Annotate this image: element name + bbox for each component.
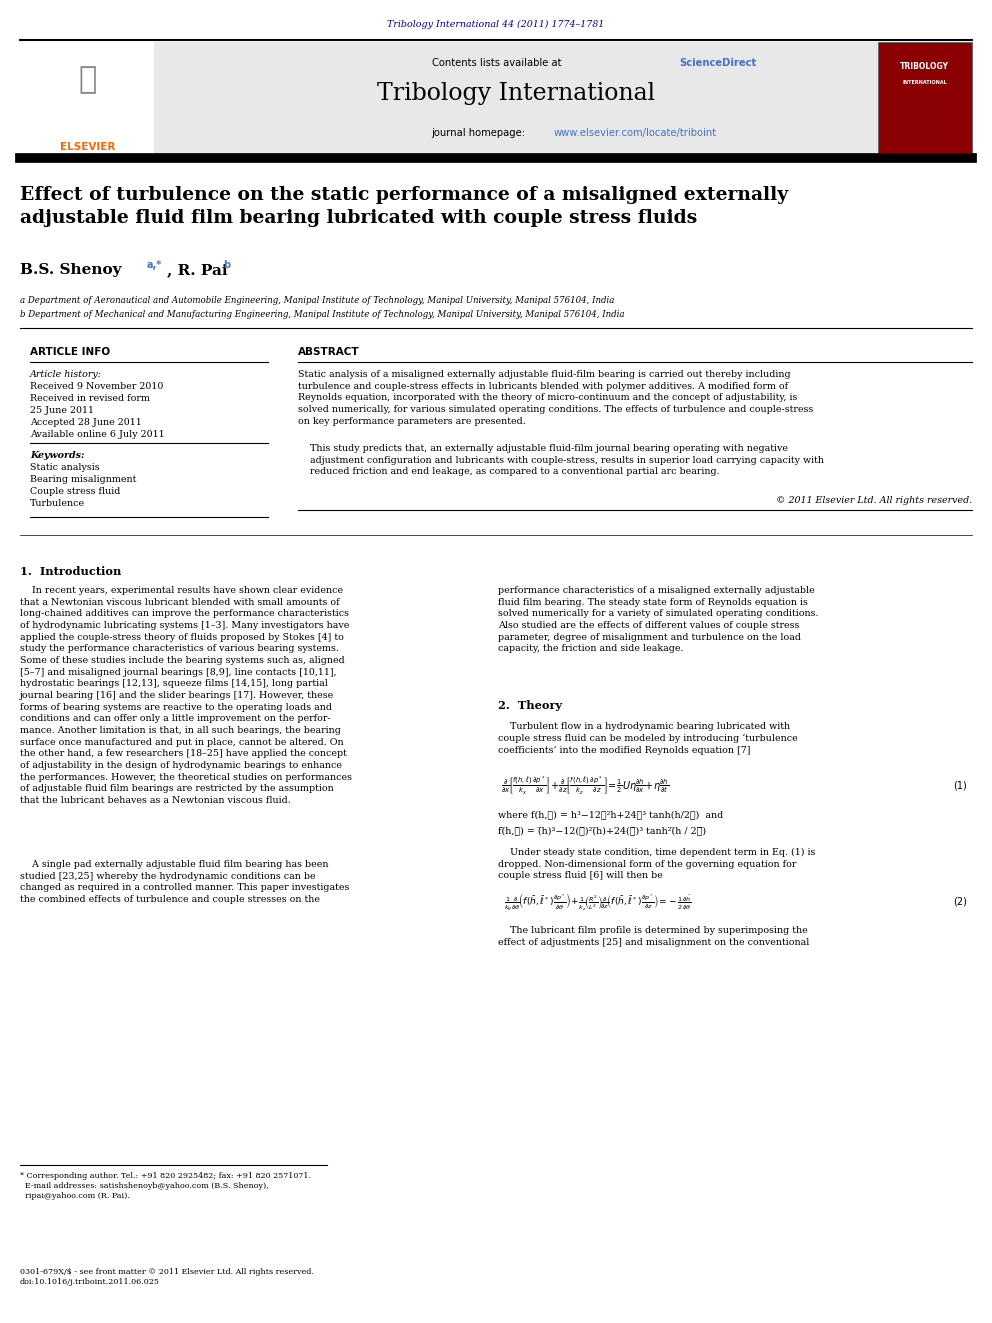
Text: 1.  Introduction: 1. Introduction (20, 566, 121, 577)
Text: Static analysis of a misaligned externally adjustable fluid-film bearing is carr: Static analysis of a misaligned external… (298, 370, 812, 426)
Text: Effect of turbulence on the static performance of a misaligned externally
adjust: Effect of turbulence on the static perfo… (20, 187, 788, 228)
Text: Article history:: Article history: (30, 370, 102, 378)
Text: Available online 6 July 2011: Available online 6 July 2011 (30, 430, 165, 439)
Text: © 2011 Elsevier Ltd. All rights reserved.: © 2011 Elsevier Ltd. All rights reserved… (776, 496, 972, 505)
Text: b: b (223, 261, 230, 270)
Text: journal homepage:: journal homepage: (432, 128, 529, 138)
Text: Static analysis: Static analysis (30, 463, 99, 472)
Text: The lubricant film profile is determined by superimposing the
effect of adjustme: The lubricant film profile is determined… (498, 926, 809, 947)
Text: a,*: a,* (147, 261, 162, 270)
Text: Received 9 November 2010: Received 9 November 2010 (30, 382, 163, 392)
FancyBboxPatch shape (878, 42, 972, 157)
Text: (2): (2) (953, 897, 967, 908)
Text: Under steady state condition, time dependent term in Eq. (1) is
dropped. Non-dim: Under steady state condition, time depen… (498, 848, 815, 880)
Text: Couple stress fluid: Couple stress fluid (30, 487, 120, 496)
FancyBboxPatch shape (20, 42, 154, 157)
Text: TRIBOLOGY: TRIBOLOGY (900, 62, 949, 71)
Text: 🌲: 🌲 (78, 66, 96, 94)
Text: a Department of Aeronautical and Automobile Engineering, Manipal Institute of Te: a Department of Aeronautical and Automob… (20, 296, 614, 306)
Text: $\frac{\partial}{\partial x}\!\left[\frac{f(h,\ell)}{k_x}\frac{\partial p^*}{\pa: $\frac{\partial}{\partial x}\!\left[\fra… (501, 775, 670, 798)
Text: performance characteristics of a misaligned externally adjustable
fluid film bea: performance characteristics of a misalig… (498, 586, 818, 654)
Text: INTERNATIONAL: INTERNATIONAL (902, 79, 947, 85)
Text: Contents lists available at: Contents lists available at (432, 58, 564, 67)
Text: , R. Pai: , R. Pai (167, 263, 227, 277)
FancyBboxPatch shape (154, 42, 878, 157)
Text: Accepted 28 June 2011: Accepted 28 June 2011 (30, 418, 142, 427)
Text: 2.  Theory: 2. Theory (498, 700, 562, 710)
Text: In recent years, experimental results have shown clear evidence
that a Newtonian: In recent years, experimental results ha… (20, 586, 352, 804)
Text: Bearing misalignment: Bearing misalignment (30, 475, 136, 484)
Text: (1): (1) (953, 781, 967, 791)
Text: 0301-679X/$ - see front matter © 2011 Elsevier Ltd. All rights reserved.
doi:10.: 0301-679X/$ - see front matter © 2011 El… (20, 1267, 313, 1286)
Text: ELSEVIER: ELSEVIER (60, 142, 115, 152)
Text: 25 June 2011: 25 June 2011 (30, 406, 94, 415)
Text: f(̅h,ℓ̅) = (̅h)³−12(ℓ̅)²(̅h)+24(ℓ̅)³ tanh²(̅h / 2ℓ̅): f(̅h,ℓ̅) = (̅h)³−12(ℓ̅)²(̅h)+24(ℓ̅)³ tan… (498, 826, 706, 835)
Text: where f(h,ℓ) = h³−12ℓ²h+24ℓ³ tanh(h/2ℓ)  and: where f(h,ℓ) = h³−12ℓ²h+24ℓ³ tanh(h/2ℓ) … (498, 810, 723, 819)
Text: This study predicts that, an externally adjustable fluid-film journal bearing op: This study predicts that, an externally … (310, 445, 824, 476)
Text: Received in revised form: Received in revised form (30, 394, 150, 404)
Text: ARTICLE INFO: ARTICLE INFO (30, 347, 110, 357)
Text: * Corresponding author. Tel.: +91 820 2925482; fax: +91 820 2571071.
  E-mail ad: * Corresponding author. Tel.: +91 820 29… (20, 1172, 310, 1200)
Text: Tribology International: Tribology International (377, 82, 655, 105)
Text: $\frac{1}{k_{\theta}}\frac{\partial}{\partial\theta}\!\left(f(\bar{h},\bar{\ell}: $\frac{1}{k_{\theta}}\frac{\partial}{\pa… (504, 892, 691, 913)
Text: ABSTRACT: ABSTRACT (298, 347, 359, 357)
Text: b Department of Mechanical and Manufacturing Engineering, Manipal Institute of T: b Department of Mechanical and Manufactu… (20, 310, 624, 319)
Text: Turbulent flow in a hydrodynamic bearing lubricated with
couple stress fluid can: Turbulent flow in a hydrodynamic bearing… (498, 722, 798, 755)
Text: ScienceDirect: ScienceDirect (680, 58, 757, 67)
Text: Turbulence: Turbulence (30, 499, 85, 508)
Text: Tribology International 44 (2011) 1774–1781: Tribology International 44 (2011) 1774–1… (387, 20, 605, 29)
Text: B.S. Shenoy: B.S. Shenoy (20, 263, 121, 277)
Text: www.elsevier.com/locate/triboint: www.elsevier.com/locate/triboint (554, 128, 716, 138)
Text: A single pad externally adjustable fluid film bearing has been
studied [23,25] w: A single pad externally adjustable fluid… (20, 860, 349, 904)
Text: Keywords:: Keywords: (30, 451, 84, 460)
